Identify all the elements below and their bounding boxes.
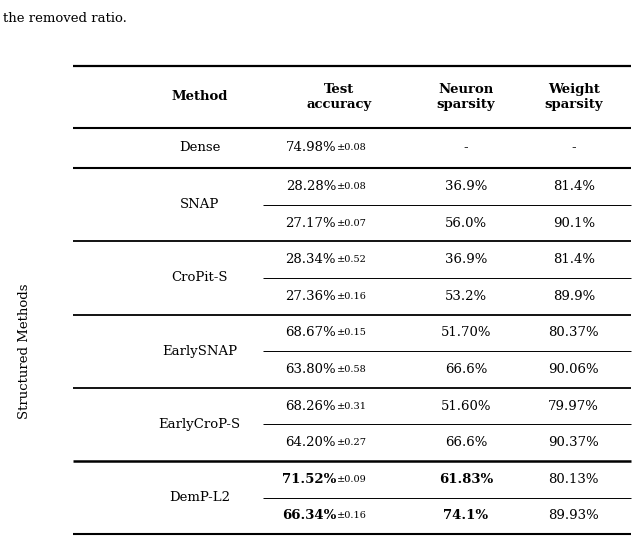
Text: ±0.31: ±0.31 — [337, 402, 367, 410]
Text: 51.70%: 51.70% — [441, 327, 491, 339]
Text: 90.1%: 90.1% — [553, 216, 595, 230]
Text: 56.0%: 56.0% — [445, 216, 487, 230]
Text: EarlySNAP: EarlySNAP — [162, 345, 237, 358]
Text: Neuron
sparsity: Neuron sparsity — [437, 83, 495, 111]
Text: Method: Method — [172, 90, 228, 103]
Text: 51.60%: 51.60% — [441, 399, 491, 413]
Text: EarlyCroP-S: EarlyCroP-S — [158, 418, 241, 431]
Text: 80.13%: 80.13% — [548, 473, 599, 486]
Text: the removed ratio.: the removed ratio. — [3, 12, 127, 25]
Text: ±0.52: ±0.52 — [337, 255, 367, 264]
Text: 79.97%: 79.97% — [548, 399, 599, 413]
Text: 68.26%: 68.26% — [285, 399, 336, 413]
Text: ±0.08: ±0.08 — [337, 144, 367, 152]
Text: SNAP: SNAP — [180, 198, 219, 211]
Text: 66.6%: 66.6% — [445, 436, 487, 449]
Text: 28.28%: 28.28% — [286, 180, 336, 193]
Text: ±0.15: ±0.15 — [337, 328, 367, 338]
Text: Test
accuracy: Test accuracy — [307, 83, 372, 111]
Text: DemP-L2: DemP-L2 — [169, 491, 230, 504]
Text: ±0.16: ±0.16 — [337, 511, 367, 521]
Text: -: - — [571, 141, 576, 155]
Text: 61.83%: 61.83% — [439, 473, 493, 486]
Text: 74.1%: 74.1% — [443, 510, 489, 522]
Text: 27.36%: 27.36% — [285, 290, 336, 302]
Text: CroPit-S: CroPit-S — [171, 271, 228, 284]
Text: 36.9%: 36.9% — [445, 180, 487, 193]
Text: 28.34%: 28.34% — [285, 253, 336, 266]
Text: 81.4%: 81.4% — [553, 180, 595, 193]
Text: Structured Methods: Structured Methods — [18, 283, 30, 419]
Text: -: - — [463, 141, 469, 155]
Text: ±0.16: ±0.16 — [337, 292, 367, 301]
Text: 90.06%: 90.06% — [548, 363, 599, 376]
Text: 63.80%: 63.80% — [285, 363, 336, 376]
Text: 89.9%: 89.9% — [553, 290, 595, 302]
Text: ±0.58: ±0.58 — [337, 365, 367, 374]
Text: ±0.08: ±0.08 — [337, 182, 367, 191]
Text: 53.2%: 53.2% — [445, 290, 487, 302]
Text: 81.4%: 81.4% — [553, 253, 595, 266]
Text: 89.93%: 89.93% — [548, 510, 599, 522]
Text: ±0.27: ±0.27 — [337, 438, 367, 447]
Text: 27.17%: 27.17% — [285, 216, 336, 230]
Text: ±0.09: ±0.09 — [337, 475, 367, 484]
Text: 68.67%: 68.67% — [285, 327, 336, 339]
Text: 64.20%: 64.20% — [285, 436, 336, 449]
Text: 66.34%: 66.34% — [281, 510, 336, 522]
Text: 90.37%: 90.37% — [548, 436, 599, 449]
Text: Weight
sparsity: Weight sparsity — [545, 83, 603, 111]
Text: Dense: Dense — [179, 141, 221, 155]
Text: 74.98%: 74.98% — [285, 141, 336, 155]
Text: 71.52%: 71.52% — [281, 473, 336, 486]
Text: 36.9%: 36.9% — [445, 253, 487, 266]
Text: ±0.07: ±0.07 — [337, 219, 367, 227]
Text: 80.37%: 80.37% — [548, 327, 599, 339]
Text: 66.6%: 66.6% — [445, 363, 487, 376]
